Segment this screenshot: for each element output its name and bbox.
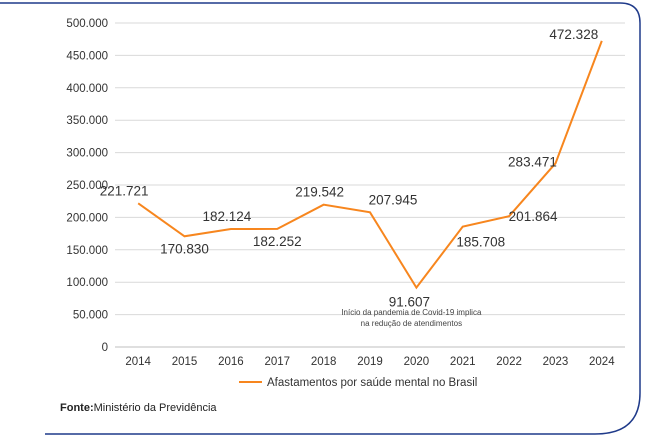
x-tick-label: 2018: [311, 356, 337, 368]
x-tick-label: 2014: [125, 356, 151, 368]
x-tick-label: 2015: [172, 356, 198, 368]
x-tick-label: 2019: [357, 356, 383, 368]
y-tick-label: 500.000: [66, 18, 108, 30]
y-axis-ticks: 0 50.000 100.000 150.000 200.000 250.000 300.0…: [66, 18, 108, 354]
y-tick-label: 0: [102, 342, 108, 354]
data-label: 185.708: [456, 235, 505, 250]
y-tick-label: 150.000: [66, 245, 108, 257]
y-tick-label: 450.000: [66, 50, 108, 62]
legend: Afastamentos por saúde mental no Brasil: [239, 377, 477, 389]
annotation-line: Início da pandemia de Covid-19 implica: [341, 308, 482, 317]
y-tick-label: 300.000: [66, 148, 108, 160]
x-tick-label: 2017: [264, 356, 290, 368]
y-tick-label: 350.000: [66, 115, 108, 127]
data-label: 207.945: [369, 192, 418, 207]
data-label: 182.124: [203, 209, 252, 224]
data-label: 182.252: [253, 234, 302, 249]
annotation-line: na redução de atendimentos: [361, 319, 462, 328]
y-tick-label: 100.000: [66, 277, 108, 289]
y-tick-label: 400.000: [66, 83, 108, 95]
annotation-pandemia: Início da pandemia de Covid-19 implica na…: [341, 308, 482, 328]
x-tick-label: 2020: [404, 356, 430, 368]
series-line-afastamentos: [137, 40, 603, 290]
y-tick-label: 50.000: [73, 310, 108, 322]
y-tick-label: 250.000: [66, 180, 108, 192]
data-label: 201.864: [509, 209, 558, 224]
x-tick-label: 2024: [589, 356, 615, 368]
gridlines: [115, 22, 625, 348]
data-label: 91.607: [389, 295, 430, 310]
x-tick-label: 2016: [218, 356, 244, 368]
data-label: 219.542: [295, 185, 344, 200]
source-text: Ministério da Previdência: [93, 402, 217, 414]
data-label: 472.328: [549, 27, 598, 42]
y-tick-label: 200.000: [66, 212, 108, 224]
data-label: 170.830: [160, 241, 209, 256]
data-label: 283.471: [508, 154, 557, 169]
source-note: Fonte:Ministério da Previdência: [60, 402, 217, 414]
x-tick-label: 2021: [450, 356, 476, 368]
x-tick-label: 2022: [496, 356, 522, 368]
x-tick-label: 2023: [543, 356, 569, 368]
x-axis-ticks: 2014 2015 2016 2017 2018 2019 2020 2021 2022 2023…: [125, 356, 615, 368]
data-label: 221.721: [100, 183, 149, 198]
source-label: Fonte:: [60, 402, 94, 414]
legend-label: Afastamentos por saúde mental no Brasil: [267, 377, 477, 389]
